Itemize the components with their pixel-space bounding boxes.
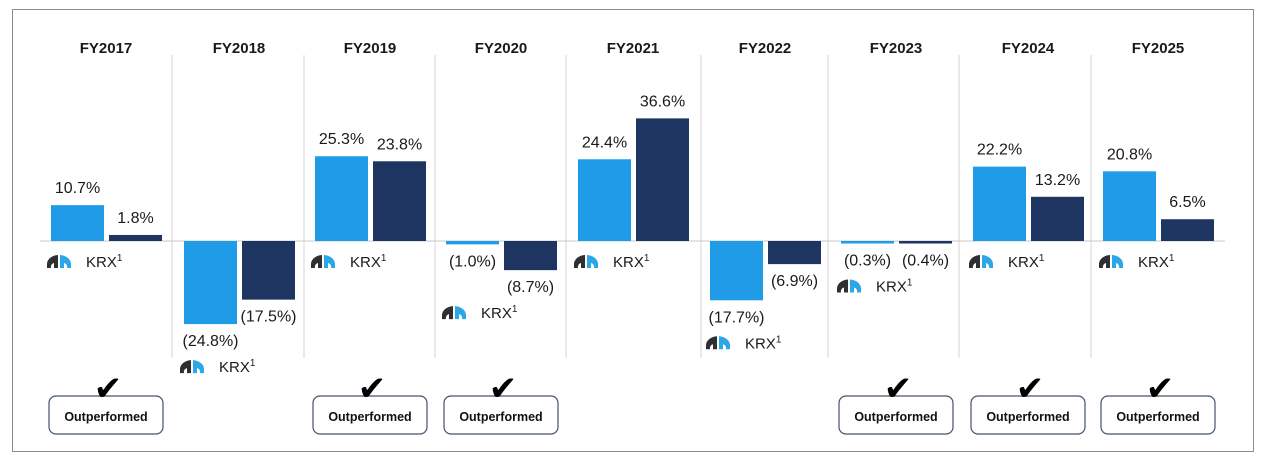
krx-value-label: 36.6%	[640, 93, 685, 110]
company-bar	[1103, 171, 1156, 241]
company-bar	[446, 241, 499, 245]
outperformed-badge	[1100, 395, 1216, 435]
krx-value-label: 6.5%	[1169, 194, 1205, 211]
outperformed-label: Outperformed	[459, 410, 542, 424]
company-bar	[184, 241, 237, 325]
year-label: FY2021	[607, 40, 660, 57]
year-label: FY2019	[344, 40, 397, 57]
krx-value-label: (0.4%)	[902, 253, 949, 270]
krx-legend-label: KRX1	[219, 358, 256, 376]
krx-value-label: (17.5%)	[240, 309, 296, 326]
company-bar	[973, 166, 1026, 241]
company-logo-icon	[968, 255, 994, 268]
krx-bar	[1031, 196, 1084, 241]
company-logo-icon	[441, 306, 467, 320]
checkmark-icon: ✔	[1016, 369, 1045, 409]
krx-bar	[504, 241, 557, 271]
krx-legend-label: KRX1	[1008, 253, 1045, 271]
company-value-label: 25.3%	[319, 131, 364, 148]
outperformed-badge	[443, 395, 559, 435]
company-value-label: 22.2%	[977, 142, 1022, 159]
year-label: FY2020	[475, 40, 528, 57]
outperformed-badge	[48, 395, 164, 435]
krx-value-label: 13.2%	[1035, 172, 1080, 189]
krx-bar	[636, 118, 689, 241]
checkmark-icon: ✔	[1146, 369, 1175, 409]
company-bar	[315, 156, 368, 241]
outperformed-badge	[312, 395, 428, 435]
krx-value-label: (6.9%)	[771, 273, 818, 290]
krx-legend-label: KRX1	[481, 304, 518, 322]
krx-legend-label: KRX1	[876, 278, 913, 296]
year-label: FY2023	[870, 40, 923, 57]
company-bar	[51, 205, 104, 241]
krx-bar	[899, 241, 952, 244]
company-logo-icon	[310, 255, 336, 268]
outperformed-label: Outperformed	[1116, 410, 1199, 424]
company-value-label: 10.7%	[55, 180, 100, 197]
checkmark-icon: ✔	[884, 369, 913, 409]
outperformed-badge	[838, 395, 954, 435]
checkmark-icon: ✔	[489, 369, 518, 409]
krx-legend-label: KRX1	[613, 253, 650, 271]
krx-legend-label: KRX1	[1138, 253, 1175, 271]
krx-value-label: (8.7%)	[507, 279, 554, 296]
company-bar	[578, 159, 631, 241]
company-value-label: (0.3%)	[844, 253, 891, 270]
year-label: FY2022	[739, 40, 792, 57]
company-bar	[841, 241, 894, 244]
krx-bar	[109, 234, 162, 241]
company-value-label: 24.4%	[582, 134, 627, 151]
company-logo-icon	[705, 336, 731, 350]
company-value-label: 20.8%	[1107, 146, 1152, 163]
checkmark-icon: ✔	[358, 369, 387, 409]
outperformed-label: Outperformed	[854, 410, 937, 424]
company-logo-icon	[573, 255, 599, 268]
company-value-label: (1.0%)	[449, 253, 496, 270]
company-logo-icon	[836, 279, 862, 293]
outperformed-label: Outperformed	[328, 410, 411, 424]
company-value-label: (24.8%)	[182, 333, 238, 350]
year-label: FY2017	[80, 40, 133, 57]
year-label: FY2025	[1132, 40, 1185, 57]
company-logo-icon	[46, 255, 72, 268]
chart-frame	[12, 9, 1254, 452]
krx-legend-label: KRX1	[350, 253, 387, 271]
krx-legend-label: KRX1	[745, 334, 782, 352]
krx-bar	[242, 241, 295, 300]
checkmark-icon: ✔	[94, 369, 123, 409]
year-label: FY2024	[1002, 40, 1055, 57]
krx-bar	[768, 241, 821, 265]
year-label: FY2018	[213, 40, 266, 57]
krx-bar	[373, 161, 426, 241]
krx-value-label: 23.8%	[377, 136, 422, 153]
outperformed-label: Outperformed	[986, 410, 1069, 424]
company-logo-icon	[1098, 255, 1124, 268]
krx-value-label: 1.8%	[117, 210, 153, 227]
company-logo-icon	[179, 360, 205, 374]
krx-legend-label: KRX1	[86, 253, 123, 271]
krx-bar	[1161, 219, 1214, 241]
outperformed-badge	[970, 395, 1086, 435]
company-bar	[710, 241, 763, 301]
outperformed-label: Outperformed	[64, 410, 147, 424]
company-value-label: (17.7%)	[708, 309, 764, 326]
